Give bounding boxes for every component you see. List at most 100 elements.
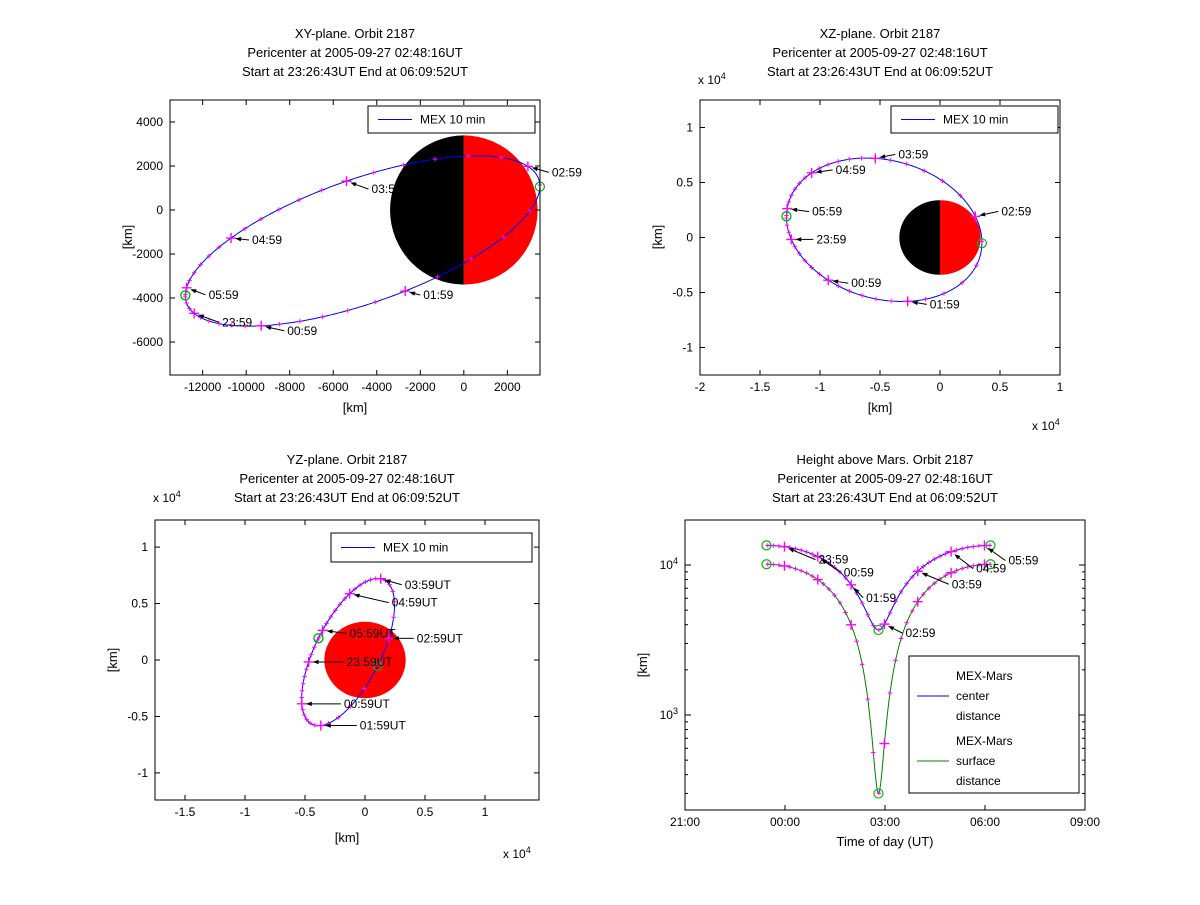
orbit-marker-10min [888,157,893,163]
time-annotation: 01:59 [866,591,896,605]
event-marker-end [313,632,324,644]
orbit-marker-hour [522,161,533,172]
mars-disk [324,621,406,699]
orbit-marker-10min [923,297,928,302]
orbit-marker-hour [812,574,823,585]
annotation-arrow [958,557,974,570]
orbit-marker-hour [341,176,352,187]
orbit-marker-10min [837,600,843,606]
orbit-marker-10min [793,566,798,571]
orbit-marker-10min [817,166,822,171]
orbit-marker-hour [912,566,923,577]
orbit-marker-10min [304,667,309,672]
time-annotation: 05:59UT [350,626,397,640]
x-axis-label: Time of day (UT) [836,834,933,849]
x-tick-label: -1.5 [175,805,196,819]
legend-label: MEX 10 min [420,113,485,127]
orbit-marker-hour [970,211,981,222]
orbit-marker-hour [879,738,890,749]
orbit-marker-10min [277,322,282,327]
y-tick-label: -6000 [132,335,163,349]
orbit-marker-10min [926,560,932,565]
orbit-marker-10min [893,658,898,663]
orbit-marker-10min [183,292,188,297]
x-tick-label: 00:00 [770,815,800,829]
orbit-marker-10min [300,707,305,712]
orbit-marker-10min [943,573,948,578]
annotation-arrowhead [353,593,360,599]
orbit-marker-10min [893,599,898,604]
y-tick-label: 2000 [136,159,163,173]
orbit-marker-10min [810,551,815,557]
time-annotation: 03:59 [898,147,928,161]
time-annotation: 04:59 [836,163,866,177]
y-axis-multiplier-label: x 104 [153,489,181,505]
orbit-marker-10min [854,639,859,644]
y-tick-label: -4000 [132,291,163,305]
orbit-marker-hour [344,588,355,599]
annotation-arrow [240,238,250,241]
annotation-arrowhead [409,291,416,296]
orbit-marker-10min [468,256,474,262]
y-tick-label: -0.5 [672,286,693,300]
x-tick-label: -2000 [405,380,436,394]
annotation-arrow [270,327,285,332]
time-annotation: 02:59UT [417,631,464,645]
orbit-marker-hour [812,551,823,562]
orbit-marker-10min [871,750,876,755]
orbit-marker-10min [987,562,993,567]
orbit-marker-10min [940,178,945,184]
orbit-marker-10min [787,564,793,570]
annotation-arrow [893,628,903,634]
orbit-marker-10min [258,216,264,222]
orbit-marker-10min [206,253,212,259]
x-axis-multiplier-label: x 104 [503,845,531,861]
annotation-arrowhead [954,554,961,560]
orbit-marker-10min [242,226,248,231]
x-tick-label: -6000 [318,380,349,394]
annotation-arrow [926,574,949,585]
annotation-arrowhead [384,579,391,584]
x-tick-label: -0.5 [295,805,316,819]
orbit-marker-10min [363,579,368,585]
x-tick-label: 09:00 [1070,815,1100,829]
y-tick-label: 0 [141,653,148,667]
orbit-marker-10min [216,244,222,250]
plot-title-line: Height above Mars. Orbit 2187 [796,452,973,467]
y-tick-label: -1 [682,341,693,355]
x-axis-label: [km] [868,400,893,415]
orbit-marker-10min [826,586,832,592]
mars-night-side [390,135,464,285]
annotation-arrow [355,184,369,190]
annotation-arrow [203,316,220,323]
plot-title-line: XY-plane. Orbit 2187 [295,26,415,41]
orbit-marker-10min [333,608,338,613]
orbit-marker-10min [832,593,837,598]
annotation-arrow [857,591,864,599]
orbit-marker-10min [802,258,808,263]
event-marker-start [761,559,772,570]
y-axis-label: [km] [650,225,665,250]
x-tick-label: 0 [460,380,467,394]
annotation-arrow [793,550,816,561]
orbit-marker-10min [789,193,794,198]
x-tick-label: 1 [482,805,489,819]
y-axis-multiplier-label: x 104 [698,71,726,87]
orbit-marker-10min [307,720,313,726]
orbit-marker-10min [309,652,314,657]
y-axis-label: [km] [105,648,120,673]
orbit-marker-hour [979,540,990,551]
orbit-marker-10min [792,244,798,249]
orbit-marker-10min [242,323,248,329]
orbit-marker-10min [319,188,324,193]
orbit-marker-hour [296,698,307,709]
mars-day-side [463,135,538,285]
orbit-marker-10min [836,283,841,289]
orbit-marker-10min [860,662,865,667]
orbit-marker-10min [336,715,341,720]
time-annotation: 01:59 [930,297,960,311]
event-marker-pericenter [372,660,383,672]
orbit-marker-10min [958,193,963,198]
orbit-marker-10min [302,674,307,679]
orbit-marker-hour [806,167,817,178]
